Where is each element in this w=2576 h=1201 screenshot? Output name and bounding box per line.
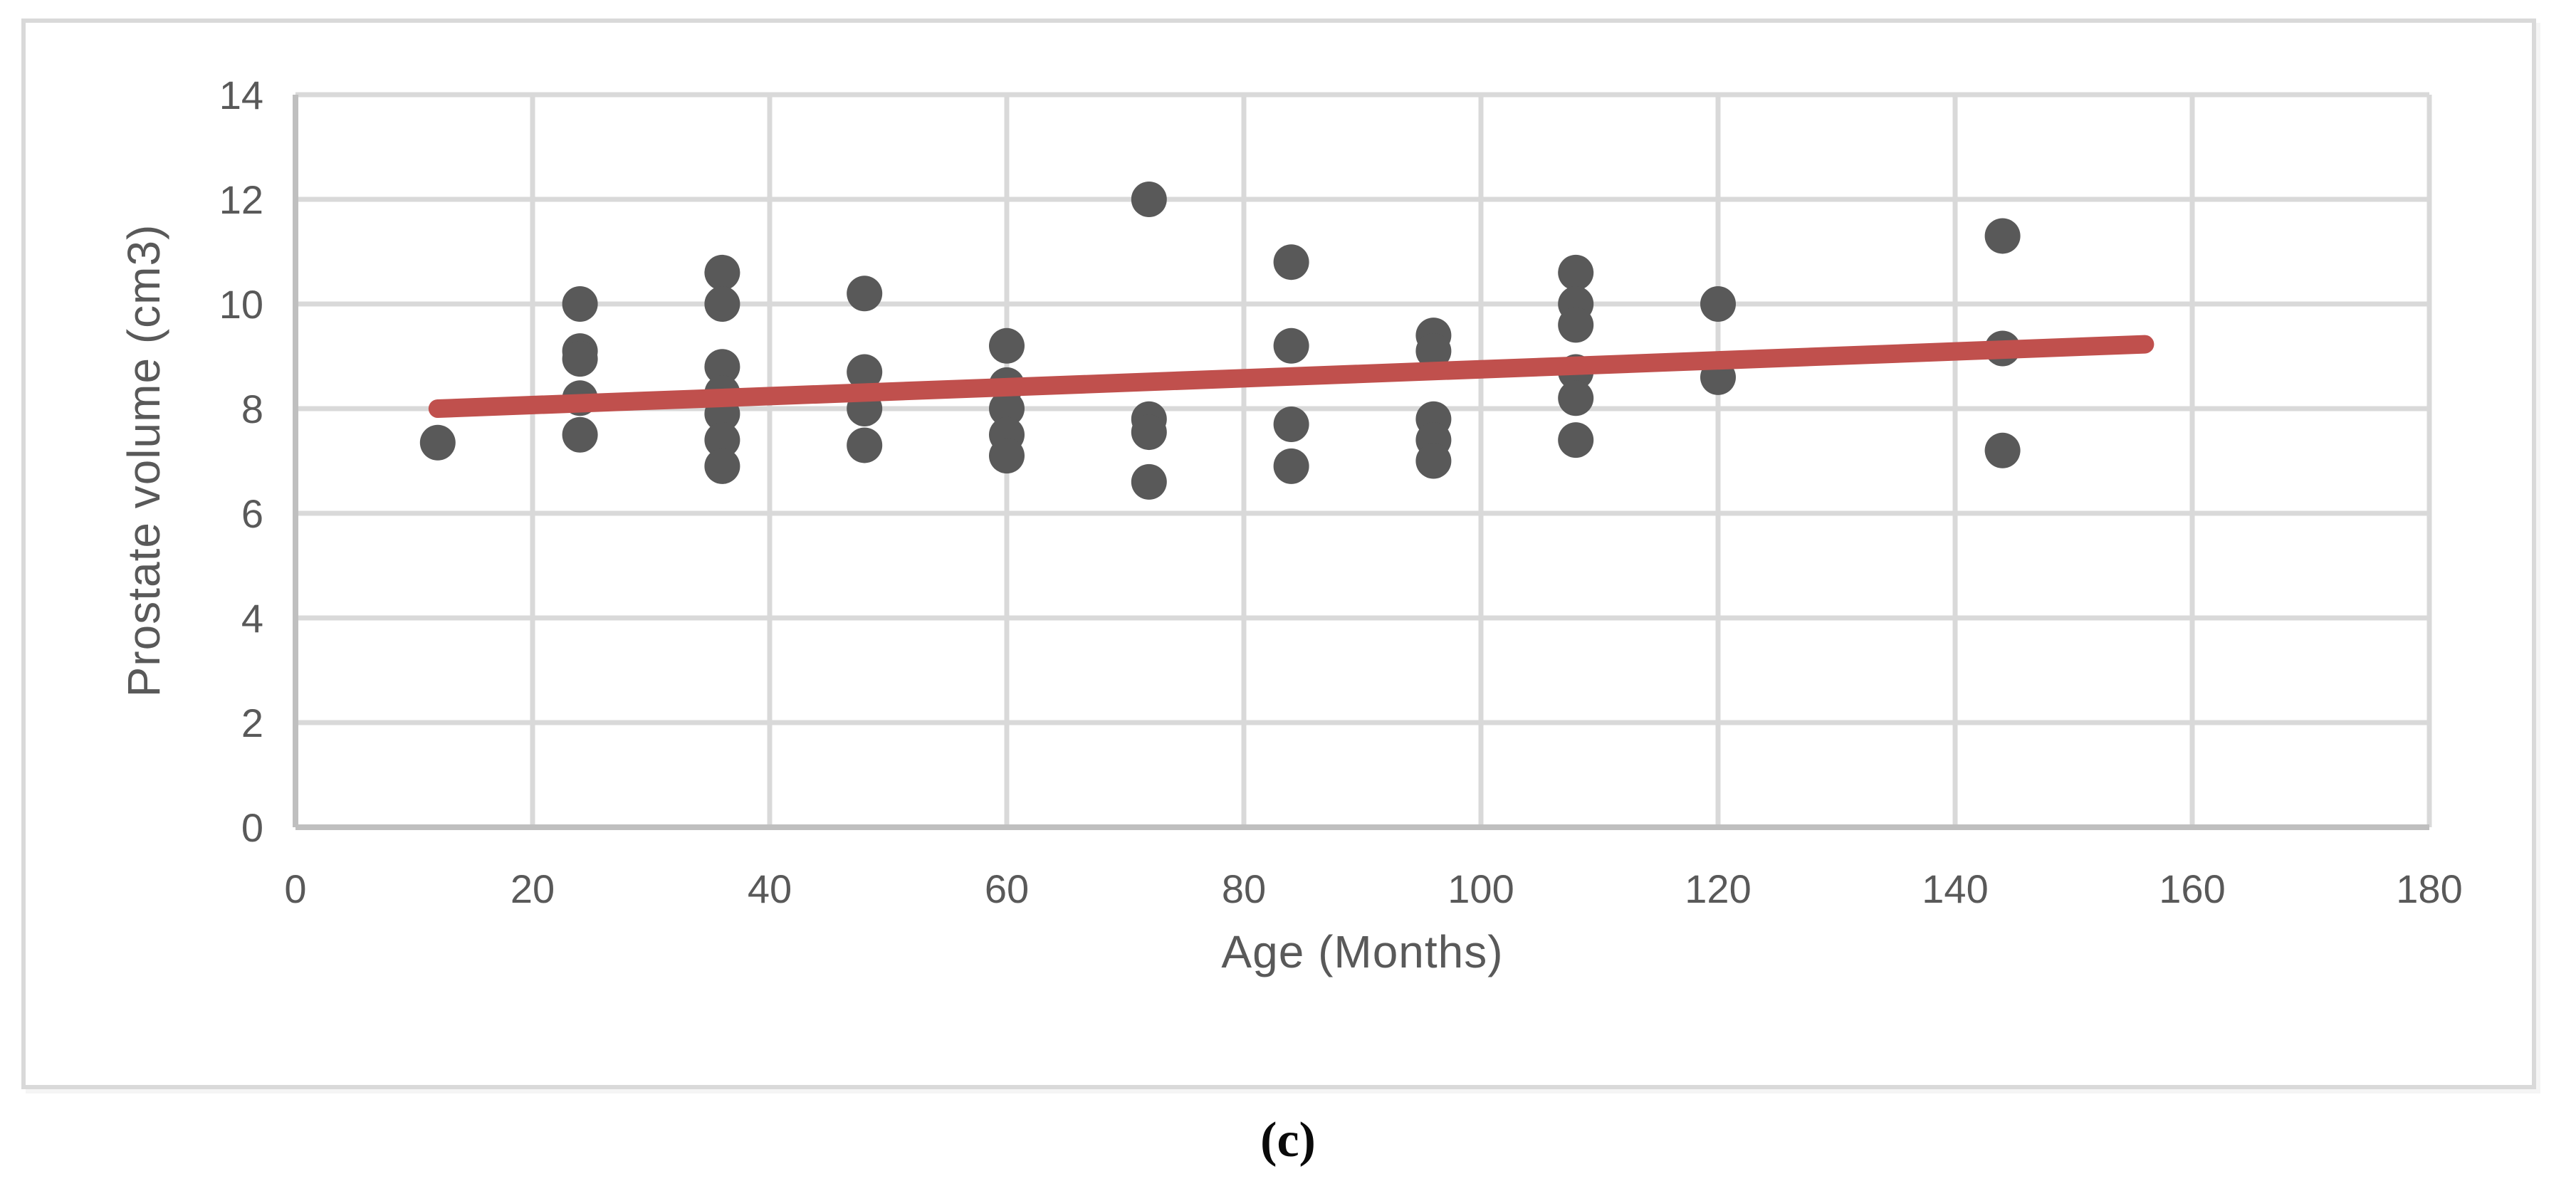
y-tick-label: 4 [241,596,263,641]
scatter-point [847,427,883,463]
x-tick-label: 0 [284,866,306,911]
scatter-point [1273,244,1309,280]
y-tick-label: 10 [219,282,263,327]
scatter-point [1558,307,1594,343]
x-tick-label: 20 [511,866,555,911]
scatter-point [704,448,740,484]
scatter-point [1273,448,1309,484]
scatter-point [419,424,456,461]
x-axis-title: Age (Months) [1221,926,1504,977]
scatter-point [1700,286,1736,322]
scatter-point [847,354,883,390]
y-tick-labels: 0 2 4 6 8 10 12 14 [219,73,263,850]
x-tick-label: 60 [985,866,1029,911]
axis-lines [293,95,2429,830]
scatter-point [847,276,883,312]
scatter-point [562,341,598,377]
scatter-point [1558,380,1594,416]
y-tick-label: 8 [241,387,263,431]
scatter-point [989,327,1025,364]
scatter-point [989,438,1025,474]
data-points [419,182,2021,500]
scatter-point [704,349,740,385]
y-tick-label: 12 [219,177,263,222]
y-tick-label: 2 [241,701,263,745]
x-tick-label: 80 [1222,866,1266,911]
scatter-point [1558,254,1594,290]
scatter-point [1131,414,1167,451]
x-tick-label: 180 [2396,866,2462,911]
scatter-point [1984,432,2021,468]
y-axis-title: Prostate volume (cm3) [118,224,169,698]
trendline [428,335,2154,418]
y-tick-label: 0 [241,805,263,850]
scatter-point [562,416,598,453]
x-tick-labels: 0 20 40 60 80 100 120 140 160 180 [284,866,2462,911]
scatter-point [1984,218,2021,254]
gridlines [295,92,2432,827]
scatter-point [704,254,740,290]
scatter-point [562,286,598,322]
figure-caption: (c) [1260,1113,1316,1168]
x-tick-label: 40 [748,866,792,911]
scatter-point [1558,422,1594,458]
x-tick-label: 100 [1447,866,1514,911]
scatter-point [704,286,740,322]
scatter-point [1131,182,1167,217]
x-tick-label: 120 [1685,866,1751,911]
scatter-point [989,391,1025,426]
y-tick-label: 14 [219,73,263,117]
x-tick-label: 160 [2159,866,2225,911]
scatter-point [1415,443,1452,479]
scatter-point [704,422,740,458]
scatter-point [1273,407,1309,443]
scatter-point [1273,327,1309,364]
scatter-point [1131,463,1167,500]
y-tick-label: 6 [241,491,263,536]
trendline-segment [428,335,2154,418]
x-tick-label: 140 [1922,866,1988,911]
scatter-point [1415,333,1452,369]
